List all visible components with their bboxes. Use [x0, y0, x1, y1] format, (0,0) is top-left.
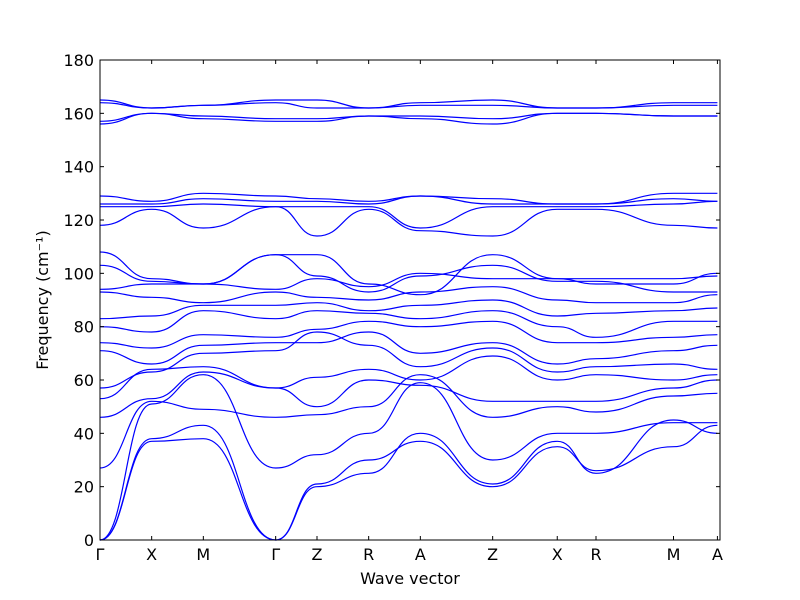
band-line-21	[99, 112, 718, 122]
x-tick-label: R	[590, 545, 601, 564]
band-line-13	[99, 272, 718, 290]
x-tick-label: Γ	[271, 545, 280, 564]
y-tick-label: 60	[74, 371, 94, 390]
x-tick-label: Γ	[96, 545, 105, 564]
y-tick-label: 140	[63, 158, 94, 177]
band-line-5	[99, 371, 718, 418]
band-line-11	[99, 299, 718, 320]
band-line-6	[99, 355, 718, 400]
y-tick-label: 40	[74, 424, 94, 443]
band-line-1	[99, 419, 718, 541]
x-tick-label: Z	[487, 545, 498, 564]
band-line-15	[99, 251, 718, 296]
band-line-2	[99, 424, 718, 541]
y-tick-label: 180	[63, 51, 94, 70]
band-line-9	[99, 320, 718, 349]
band-line-23	[99, 99, 718, 109]
band-line-3	[99, 374, 718, 541]
band-line-4	[99, 374, 718, 469]
ticks-group: 0 20 40 60 80 100 120 140 160 180 Γ X M Γ Z R A Z X R M A	[63, 51, 722, 564]
x-tick-label: X	[552, 545, 563, 564]
band-line-16	[99, 206, 718, 237]
x-tick-label: Z	[312, 545, 323, 564]
plot-frame	[99, 59, 721, 541]
band-line-14	[99, 254, 718, 293]
y-axis-label: Frequency (cm⁻¹)	[33, 230, 52, 369]
x-tick-label: X	[146, 545, 157, 564]
x-tick-label: M	[196, 545, 210, 564]
y-tick-label: 160	[63, 104, 94, 123]
x-tick-label: A	[712, 545, 723, 564]
y-tick-label: 0	[84, 531, 94, 550]
y-tick-label: 80	[74, 318, 94, 337]
x-tick-label: R	[363, 545, 374, 564]
series-lines-group	[99, 99, 718, 541]
band-line-10	[99, 310, 718, 338]
band-line-20	[99, 112, 718, 125]
band-line-19	[99, 192, 718, 205]
band-line-7	[99, 331, 718, 389]
band-line-8	[99, 331, 718, 365]
x-tick-label: A	[415, 545, 426, 564]
x-tick-label: M	[667, 545, 681, 564]
y-tick-label: 20	[74, 478, 94, 497]
band-line-18	[100, 195, 718, 205]
y-tick-label: 100	[63, 264, 94, 283]
x-axis-label: Wave vector	[360, 569, 460, 588]
band-line-12	[99, 286, 718, 304]
y-tick-label: 120	[63, 211, 94, 230]
band-line-17	[100, 200, 718, 229]
